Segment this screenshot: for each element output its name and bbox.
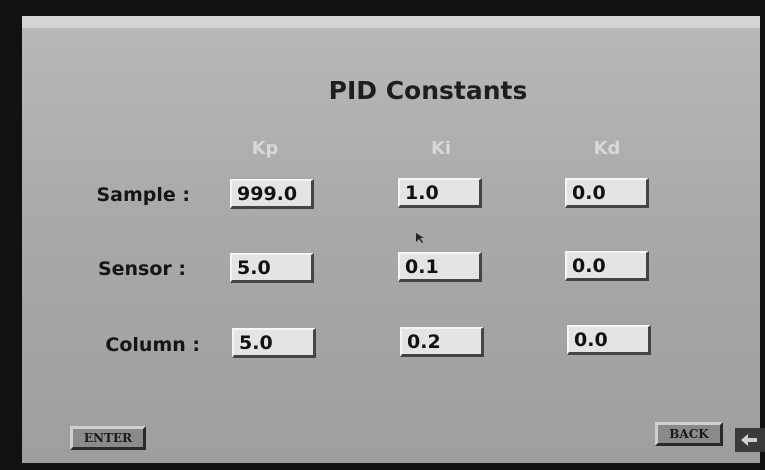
row-label: Sensor : bbox=[46, 258, 186, 280]
enter-button[interactable]: ENTER bbox=[70, 426, 146, 450]
column-header: Kp bbox=[220, 138, 310, 159]
value-field[interactable]: 0.2 bbox=[400, 327, 484, 357]
column-header: Kd bbox=[562, 138, 652, 159]
cursor-shape bbox=[416, 233, 424, 243]
row-label: Sample : bbox=[50, 184, 190, 206]
top-band bbox=[22, 16, 760, 28]
title: PID Constants bbox=[22, 76, 760, 105]
value-field[interactable]: 1.0 bbox=[398, 178, 482, 208]
value-field[interactable]: 0.0 bbox=[565, 251, 649, 281]
row-label: Column : bbox=[60, 334, 200, 356]
value-field[interactable]: 0.0 bbox=[567, 325, 651, 355]
mouse-cursor bbox=[415, 232, 425, 244]
hmi-screen: PID Constants Kp Ki Kd Sample : 999.0 1.… bbox=[22, 16, 760, 463]
value-field[interactable]: 5.0 bbox=[232, 328, 316, 358]
back-button[interactable]: BACK bbox=[655, 422, 723, 446]
side-icon[interactable] bbox=[735, 428, 765, 452]
value-field[interactable]: 0.1 bbox=[398, 252, 482, 282]
column-header: Ki bbox=[396, 138, 486, 159]
value-field[interactable]: 5.0 bbox=[230, 253, 314, 283]
value-field[interactable]: 0.0 bbox=[565, 178, 649, 208]
value-field[interactable]: 999.0 bbox=[230, 179, 314, 209]
page: PID Constants Kp Ki Kd Sample : 999.0 1.… bbox=[0, 0, 765, 470]
